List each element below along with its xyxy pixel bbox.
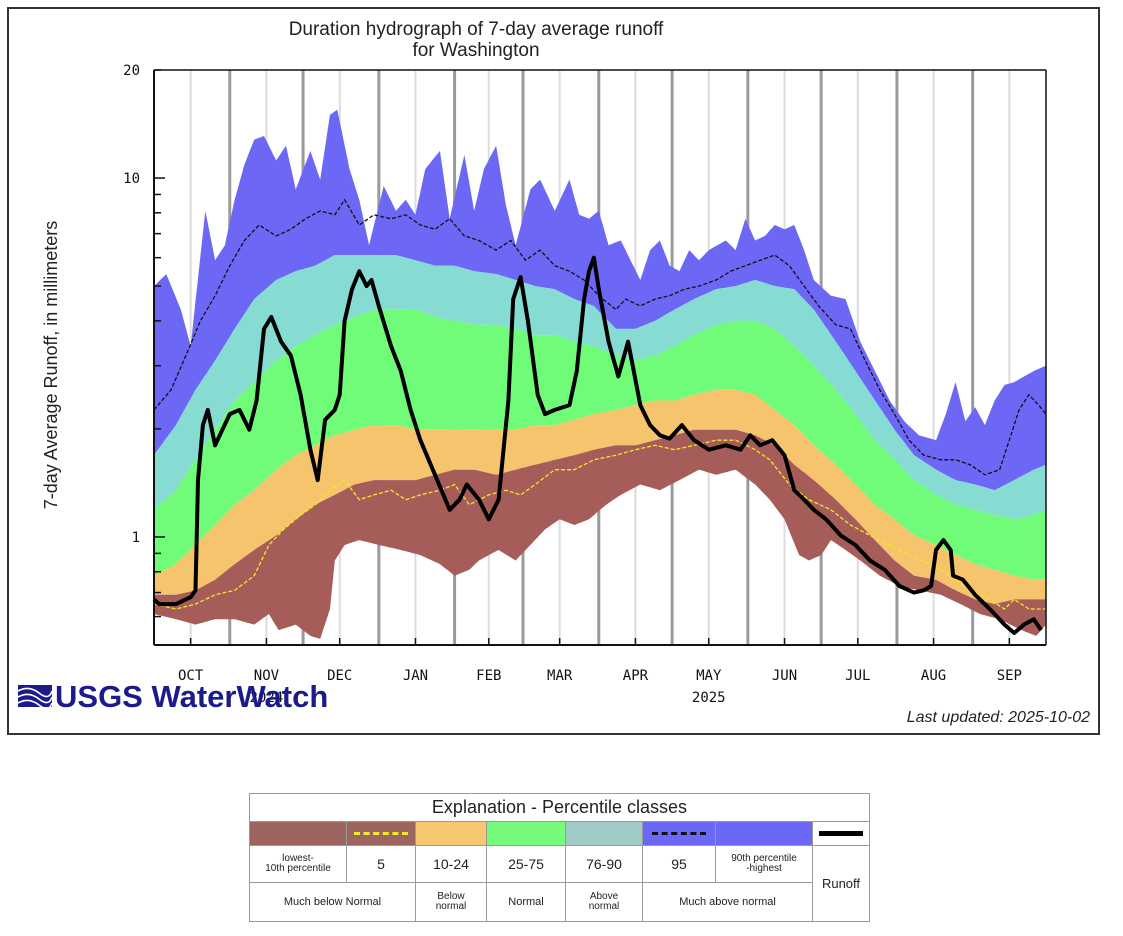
legend-title: Explanation - Percentile classes xyxy=(249,793,870,822)
plot-area: 1 10 20 OCT NOV DEC JAN FEB MAR APR MAY JUN JUL AUG SE… xyxy=(123,63,1047,706)
band-much-below-normal xyxy=(154,429,1046,639)
legend-label: 5 xyxy=(346,845,416,883)
x-tick-label: AUG xyxy=(921,668,946,684)
legend-label: 10-24 xyxy=(415,845,487,883)
legend-label: lowest- 10th percentile xyxy=(249,845,347,883)
x-year-label: 2025 xyxy=(692,690,726,706)
x-tick-label: JUL xyxy=(845,668,870,684)
legend-swatch-p5 xyxy=(346,821,416,846)
x-year-label: 2024 xyxy=(250,690,284,706)
x-tick-label: JUN xyxy=(772,668,797,684)
chart-title: Duration hydrograph of 7-day average run… xyxy=(289,19,664,40)
series-line-runoff xyxy=(152,255,1043,635)
x-tick-label: APR xyxy=(623,668,649,684)
y-axis-label: 7-day Average Runoff, in millimeters xyxy=(41,221,61,509)
x-tick-label: OCT xyxy=(178,668,204,684)
legend-swatch-runoff xyxy=(812,821,870,846)
band-above-normal xyxy=(154,255,1046,520)
usgs-logo: USGS WaterWatch xyxy=(17,679,328,714)
band-normal xyxy=(154,309,1046,580)
x-tick-label: NOV xyxy=(254,668,280,684)
legend-category: Above normal xyxy=(565,882,643,922)
legend-label: 90th percentile -highest xyxy=(715,845,813,883)
legend-swatch-76-90 xyxy=(565,821,643,846)
band-below-normal xyxy=(154,389,1046,605)
legend-category: Much below Normal xyxy=(249,882,416,922)
legend-table: Explanation - Percentile classes lowest-… xyxy=(249,793,870,922)
legend-category: Normal xyxy=(486,882,566,922)
chart-subtitle: for Washington xyxy=(412,40,539,61)
legend-swatch-25-75 xyxy=(486,821,566,846)
legend-label: 25-75 xyxy=(486,845,566,883)
x-tick-label: JAN xyxy=(403,668,428,684)
y-tick-label: 10 xyxy=(123,171,140,187)
last-updated: Last updated: 2025-10-02 xyxy=(907,709,1090,726)
hydrograph-chart: Duration hydrograph of 7-day average run… xyxy=(17,19,1090,726)
legend-label: 76-90 xyxy=(565,845,643,883)
legend-category-row: Much below Normal Below normal Normal Above… xyxy=(249,882,870,922)
series-line-5 xyxy=(153,439,1046,610)
logo-text: USGS WaterWatch xyxy=(55,679,328,714)
legend-label: 95 xyxy=(642,845,716,883)
legend-swatch-90-highest xyxy=(715,821,813,846)
x-tick-label: FEB xyxy=(476,668,501,684)
x-tick-label: SEP xyxy=(997,668,1022,684)
series-line-95 xyxy=(153,198,1047,476)
y-tick-label: 1 xyxy=(132,530,140,546)
y-tick-label: 20 xyxy=(123,63,140,79)
x-tick-label: MAY xyxy=(696,668,722,684)
usgs-wave-icon xyxy=(17,685,53,710)
legend-label-row: lowest- 10th percentile 5 10-24 25-75 76-90 9… xyxy=(249,845,870,922)
legend-swatch-p95 xyxy=(642,821,716,846)
legend-line-p5 xyxy=(354,832,408,835)
legend-line-runoff xyxy=(819,831,863,836)
legend-category: Much above normal xyxy=(642,882,813,922)
legend-swatch-lowest-10th xyxy=(249,821,347,846)
legend-line-p95 xyxy=(652,832,706,835)
legend-swatch-10-24 xyxy=(415,821,487,846)
legend-category: Below normal xyxy=(415,882,487,922)
chart-frame: Duration hydrograph of 7-day average run… xyxy=(7,7,1100,735)
x-tick-label: DEC xyxy=(327,668,352,684)
legend-swatch-row xyxy=(249,821,870,846)
legend-label: Runoff xyxy=(812,845,870,922)
x-tick-label: MAR xyxy=(547,668,573,684)
